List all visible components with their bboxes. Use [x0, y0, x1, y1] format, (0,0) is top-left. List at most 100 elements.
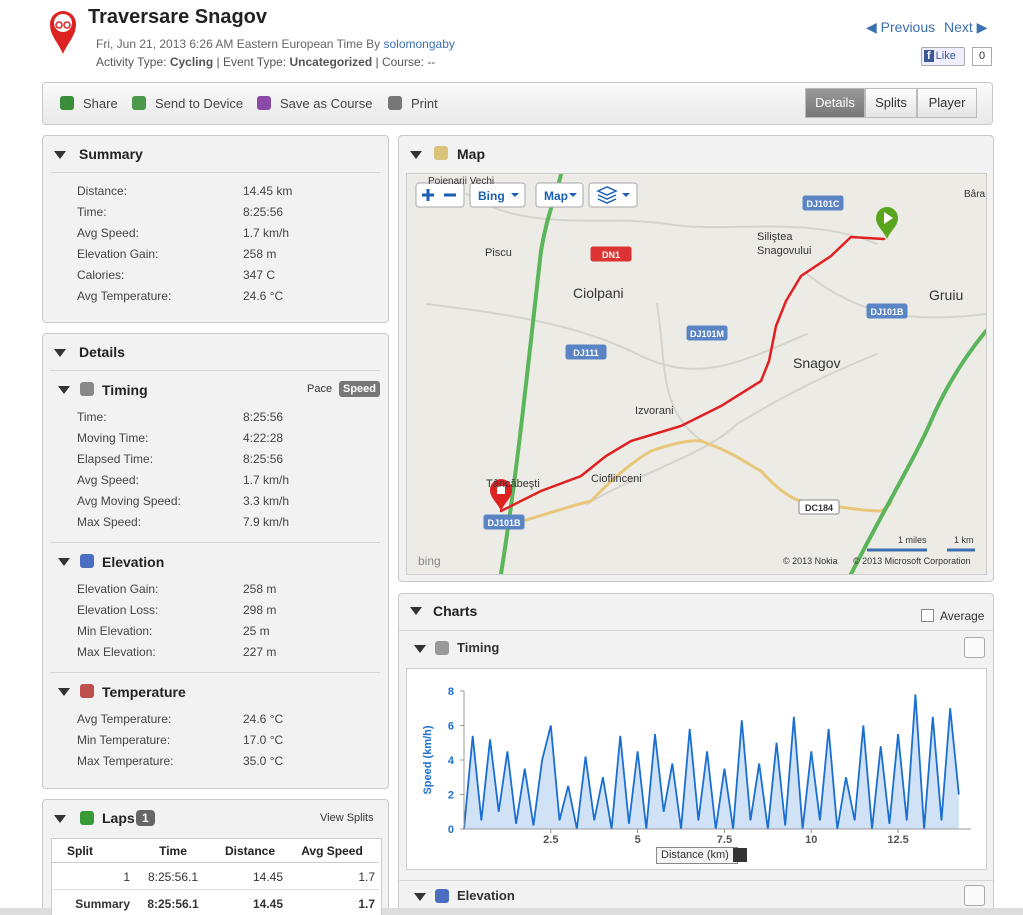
tab-button[interactable]: Details	[805, 88, 865, 118]
place-label: Cioflinceni	[591, 473, 642, 485]
field-label: Avg Speed:	[77, 473, 139, 487]
collapse-toggle[interactable]	[54, 151, 66, 159]
laps-table	[51, 838, 382, 915]
place-label: Siliştea	[757, 231, 793, 243]
field-value: 35.0 °C	[243, 754, 284, 768]
place-label: Tâncăbeşti	[486, 478, 540, 490]
field-value: 258 m	[243, 582, 277, 596]
laps-icon	[80, 811, 94, 825]
collapse-toggle[interactable]	[414, 645, 426, 653]
activity-meta: Activity Type: Cycling | Event Type: Unc…	[96, 55, 435, 69]
previous-link[interactable]: ◀ Previous	[866, 19, 936, 35]
map-roads	[426, 174, 986, 574]
field-value: 1.7 km/h	[243, 226, 290, 240]
expand-button[interactable]	[964, 637, 985, 658]
scale-label: 1 km	[954, 535, 974, 545]
map-control[interactable]	[469, 182, 526, 208]
start-pin[interactable]	[876, 207, 898, 239]
table-cell: 1.7	[358, 897, 375, 911]
zoom-controls[interactable]	[415, 182, 465, 208]
place-label: Bâra	[964, 189, 986, 200]
author-link[interactable]: solomongaby	[383, 37, 455, 51]
field-value: 7.9 km/h	[243, 515, 290, 529]
field-label: Max Elevation:	[77, 645, 156, 659]
field-value: 24.6 °C	[243, 289, 284, 303]
meta-label: Activity Type:	[96, 55, 167, 69]
toolbar-action[interactable]: Save as Course	[280, 96, 373, 111]
road-shield	[686, 325, 728, 341]
collapse-toggle[interactable]	[414, 893, 426, 901]
section-icon	[80, 382, 94, 396]
y-tick-label: 2	[448, 790, 454, 802]
toolbar-action[interactable]: Send to Device	[155, 96, 244, 111]
field-value: 17.0 °C	[243, 733, 284, 747]
chart-title: Elevation	[457, 888, 515, 903]
map-view[interactable]: Bing Map Poienarii Vechi Piscu Siliştea Snago…	[406, 173, 987, 575]
road-label: DJ101C	[806, 199, 840, 209]
collapse-toggle[interactable]	[54, 815, 66, 823]
like-button[interactable]: f Like	[921, 47, 965, 66]
unit-toggle[interactable]: Pace	[307, 383, 333, 395]
activity-date-line: Fri, Jun 21, 2013 6:26 AM Eastern Europe…	[96, 37, 455, 51]
activity-date: Fri, Jun 21, 2013 6:26 AM Eastern Europe…	[96, 37, 381, 51]
average-checkbox[interactable]	[921, 609, 934, 622]
x-axis-select[interactable]: Distance (km)	[656, 847, 738, 864]
section-toggle[interactable]	[58, 558, 70, 566]
tab-button[interactable]: Splits	[865, 88, 917, 118]
next-text: Next	[944, 19, 973, 35]
map-icon	[434, 146, 448, 160]
toolbar-action[interactable]: Share	[83, 96, 118, 111]
field-value: 298 m	[243, 603, 277, 617]
x-tick-label: 7.5	[717, 834, 732, 846]
panel-title: Summary	[79, 146, 143, 162]
details-panel	[42, 333, 389, 789]
elevation-icon	[435, 889, 449, 903]
action-icon	[388, 96, 402, 110]
collapse-toggle[interactable]	[410, 607, 422, 615]
field-label: Time:	[77, 205, 107, 219]
map-control-label[interactable]: Bing	[478, 189, 505, 203]
page-footer-shadow	[0, 908, 1023, 915]
next-link[interactable]: Next ▶	[944, 19, 988, 35]
field-value: 14.45 km	[243, 184, 293, 198]
field-label: Elevation Gain:	[77, 582, 159, 596]
field-value: 4:22:28	[243, 431, 284, 445]
toolbar-action[interactable]: Print	[411, 96, 438, 111]
select-arrow[interactable]	[733, 848, 747, 862]
field-value: 1.7 km/h	[243, 473, 290, 487]
table-cell: 1	[123, 870, 130, 884]
map-control[interactable]	[535, 182, 584, 208]
separator	[52, 889, 379, 890]
end-pin[interactable]	[490, 479, 512, 511]
meta-value: Cycling	[169, 55, 214, 69]
road-label: DN1	[602, 250, 620, 260]
field-label: Avg Temperature:	[77, 289, 172, 303]
field-value: 24.6 °C	[243, 712, 284, 726]
collapse-toggle[interactable]	[410, 151, 422, 159]
expand-button[interactable]	[964, 885, 985, 906]
section-toggle[interactable]	[58, 386, 70, 394]
meta-value: --	[427, 55, 436, 69]
dropdown-arrow	[511, 193, 519, 197]
collapse-toggle[interactable]	[54, 349, 66, 357]
table-header: Split	[67, 844, 93, 858]
field-label: Min Elevation:	[77, 624, 153, 638]
view-splits-link[interactable]: View Splits	[320, 812, 374, 824]
field-label: Elapsed Time:	[77, 452, 154, 466]
panel-title: Map	[457, 146, 485, 162]
field-value: 258 m	[243, 247, 277, 261]
section-toggle[interactable]	[58, 688, 70, 696]
tab-button[interactable]: Player	[917, 88, 977, 118]
field-value: 227 m	[243, 645, 277, 659]
speed-chart: Speed (km/h) 0 2 4 6 8 2.5 5 7.5 10 12.5	[406, 668, 987, 870]
unit-toggle[interactable]: Speed	[339, 381, 381, 397]
map-control-label[interactable]: Map	[544, 189, 568, 203]
table-cell: 14.45	[252, 870, 283, 884]
y-tick-label: 0	[448, 824, 454, 836]
meta-value: Uncategorized	[289, 55, 373, 69]
layers-control[interactable]	[588, 182, 638, 208]
place-label: Snagov	[793, 355, 840, 371]
separator	[50, 672, 380, 673]
field-value: 8:25:56	[243, 205, 284, 219]
x-tick-label: 10	[805, 834, 817, 846]
